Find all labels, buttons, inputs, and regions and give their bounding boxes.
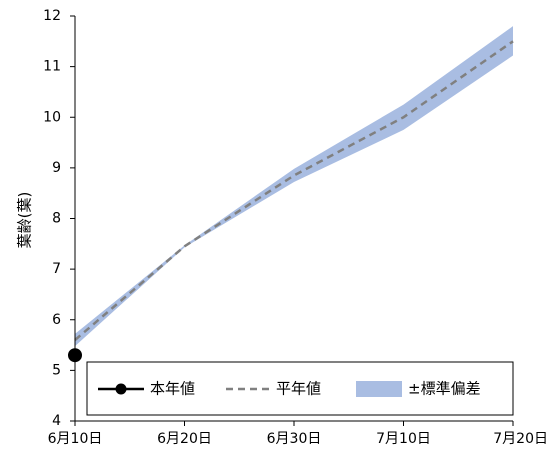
- y-tick-label: 8: [52, 211, 61, 227]
- current-year-marker: [68, 348, 82, 363]
- y-tick-label: 12: [43, 8, 61, 24]
- y-tick-label: 5: [52, 362, 61, 378]
- y-tick-label: 6: [52, 312, 61, 328]
- y-axis-title: 葉齢(葉): [16, 192, 34, 249]
- y-tick-label: 10: [43, 109, 61, 125]
- x-ticks: 6月10日 6月20日 6月30日 7月10日 7月20日: [48, 421, 548, 447]
- x-tick-label: 6月10日: [48, 431, 103, 447]
- normal-year-line: [74, 40, 514, 341]
- legend-normal-label: 平年値: [276, 380, 321, 398]
- x-tick-label: 6月30日: [267, 431, 322, 447]
- legend: 本年値 平年値 ±標準偏差: [86, 361, 514, 416]
- y-tick-label: 9: [52, 160, 61, 176]
- x-tick-label: 7月20日: [493, 431, 548, 447]
- plot-area: [74, 26, 514, 347]
- y-ticks: 4 5 6 7 8 9 10 11 12: [43, 8, 75, 429]
- legend-box: [86, 361, 514, 416]
- legend-band-label: ±標準偏差: [408, 380, 481, 398]
- y-tick-label: 11: [43, 59, 61, 75]
- x-tick-label: 6月20日: [157, 431, 212, 447]
- legend-current-marker: [115, 383, 127, 395]
- y-tick-label: 4: [52, 413, 61, 429]
- current-year-series: [68, 348, 82, 363]
- y-tick-label: 7: [52, 261, 61, 277]
- legend-band-swatch: [356, 381, 402, 397]
- x-tick-label: 7月10日: [376, 431, 431, 447]
- std-dev-band: [75, 26, 513, 347]
- legend-current-label: 本年値: [150, 380, 195, 398]
